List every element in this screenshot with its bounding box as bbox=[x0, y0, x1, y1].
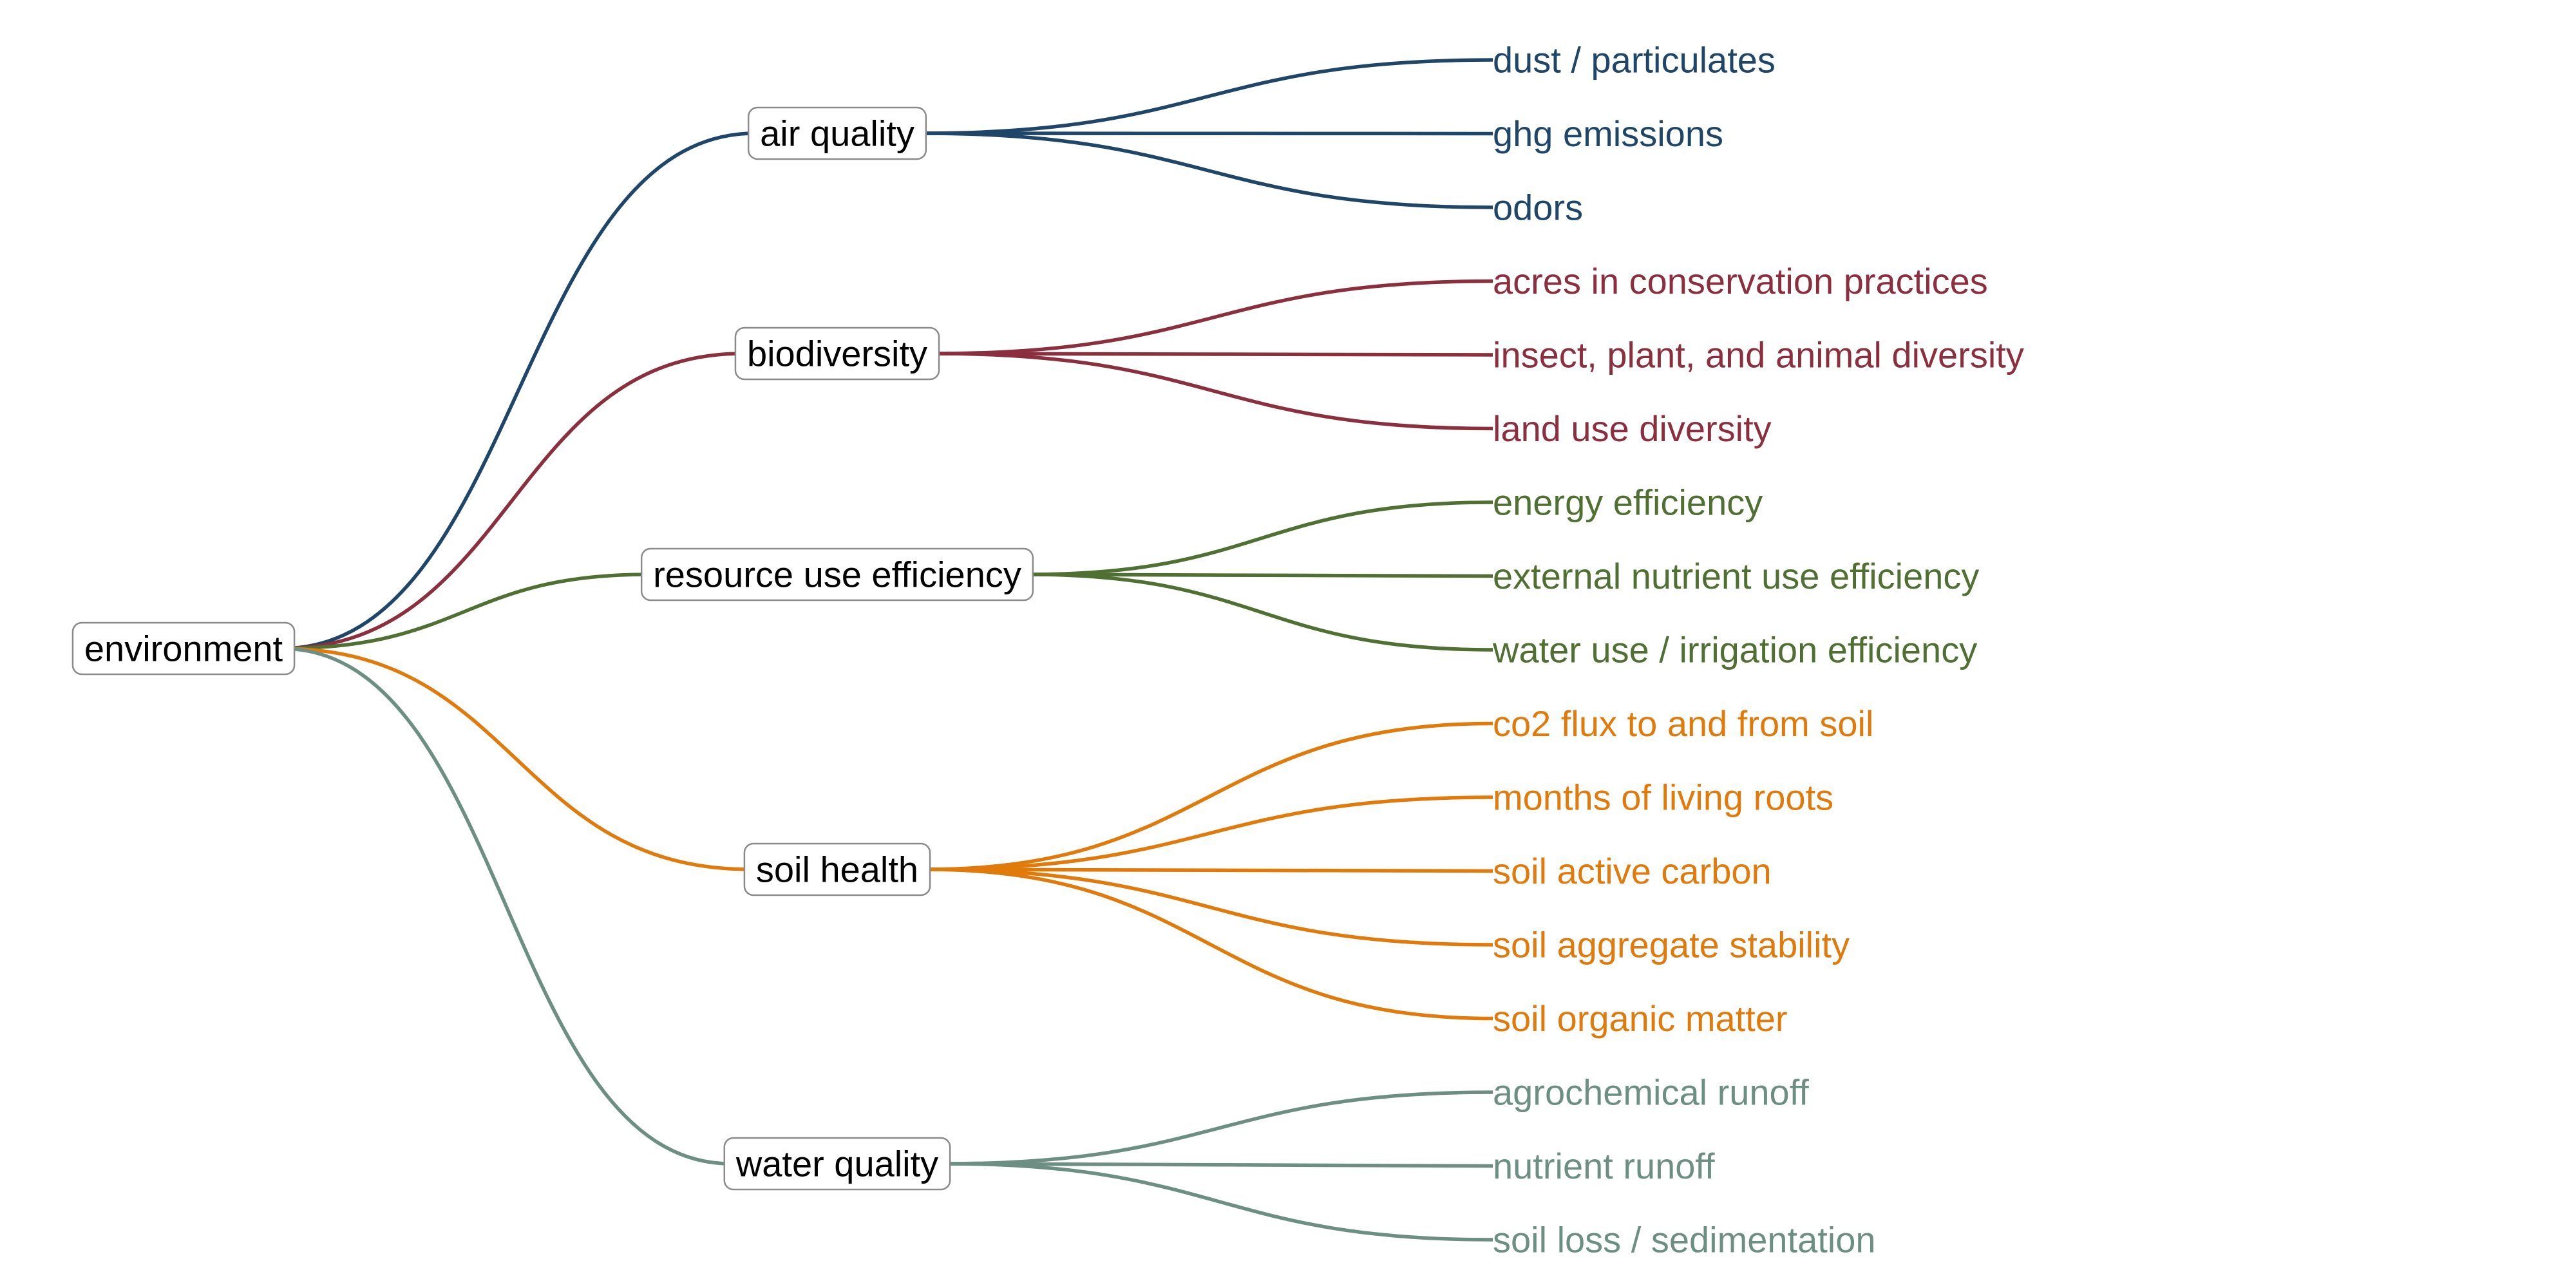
branch-root-to-air-quality bbox=[281, 131, 755, 650]
category-node-biodiversity-label: biodiversity bbox=[747, 334, 927, 374]
category-node-soil-health: soil health bbox=[743, 842, 931, 896]
category-node-resource-use-efficiency-label: resource use efficiency bbox=[653, 554, 1021, 595]
leaf-label-soil-organic-matter: soil organic matter bbox=[1493, 998, 1788, 1039]
branch-to-agrochemical-runoff bbox=[946, 1090, 1493, 1166]
branch-root-to-water-quality bbox=[281, 647, 731, 1166]
category-node-water-quality-box bbox=[723, 1137, 951, 1191]
branch-to-land-use-diversity bbox=[935, 352, 1493, 431]
branch-to-acres-in-conservation-practices bbox=[935, 279, 1493, 355]
branch-to-dust-particulates bbox=[922, 58, 1493, 135]
root-node-label: environment bbox=[84, 629, 283, 669]
category-node-water-quality: water quality bbox=[723, 1137, 951, 1191]
leaf-labels: dust / particulates ghg emissions odors acr… bbox=[1492, 40, 2024, 1260]
leaf-label-soil-aggregate-stability: soil aggregate stability bbox=[1493, 925, 1850, 965]
branch-to-odors bbox=[922, 131, 1493, 209]
branch-to-ghg-emissions bbox=[922, 131, 1493, 136]
leaf-label-dust-particulates: dust / particulates bbox=[1493, 40, 1776, 80]
branch-to-months-of-living-roots bbox=[926, 795, 1493, 871]
leaf-label-insect-plant-and-animal-diversity: insect, plant, and animal diversity bbox=[1493, 335, 2024, 375]
category-node-resource-use-efficiency-box bbox=[640, 547, 1034, 601]
category-node-soil-health-box bbox=[743, 842, 931, 896]
branch-to-insect-plant-and-animal-diversity bbox=[935, 352, 1493, 357]
leaf-label-odors: odors bbox=[1493, 187, 1583, 228]
leaf-label-acres-in-conservation-practices: acres in conservation practices bbox=[1493, 261, 1988, 301]
leaf-label-water-use-irrigation-efficiency: water use / irrigation efficiency bbox=[1492, 630, 1977, 670]
branch-to-soil-active-carbon bbox=[926, 867, 1493, 873]
leaf-label-co2-flux-to-and-from-soil: co2 flux to and from soil bbox=[1493, 703, 1873, 744]
branch-to-external-nutrient-use-efficiency bbox=[1028, 573, 1493, 578]
leaf-label-external-nutrient-use-efficiency: external nutrient use efficiency bbox=[1493, 556, 1979, 596]
branch-to-nutrient-runoff bbox=[946, 1162, 1493, 1168]
branch-to-water-use-irrigation-efficiency bbox=[1028, 573, 1493, 652]
branch-to-energy-efficiency bbox=[1028, 500, 1493, 576]
category-node-water-quality-label: water quality bbox=[735, 1144, 938, 1184]
branch-to-soil-aggregate-stability bbox=[926, 867, 1493, 947]
leaf-label-soil-loss-sedimentation: soil loss / sedimentation bbox=[1493, 1220, 1876, 1260]
category-node-biodiversity-box bbox=[734, 327, 940, 381]
category-node-air-quality: air quality bbox=[747, 106, 927, 160]
branch-root-to-resource-use-efficiency bbox=[281, 573, 649, 650]
leaf-label-ghg-emissions: ghg emissions bbox=[1493, 113, 1723, 154]
category-node-air-quality-box bbox=[747, 106, 927, 160]
category-node-soil-health-label: soil health bbox=[756, 849, 918, 890]
category-nodes: environment air quality biodiversity resour… bbox=[71, 106, 1034, 1191]
leaf-label-soil-active-carbon: soil active carbon bbox=[1493, 851, 1772, 891]
branch-root-to-soil-health bbox=[281, 647, 751, 871]
leaf-label-months-of-living-roots: months of living roots bbox=[1493, 777, 1833, 818]
category-node-air-quality-label: air quality bbox=[760, 113, 914, 154]
category-node-resource-use-efficiency: resource use efficiency bbox=[640, 547, 1034, 601]
branch-to-soil-loss-sedimentation bbox=[946, 1162, 1493, 1242]
branch-lines bbox=[281, 58, 1493, 1242]
root-node: environment bbox=[71, 621, 296, 676]
branch-to-co2-flux-to-and-from-soil bbox=[926, 721, 1493, 871]
leaf-label-energy-efficiency: energy efficiency bbox=[1493, 482, 1763, 523]
branch-to-soil-organic-matter bbox=[926, 867, 1493, 1021]
leaf-label-agrochemical-runoff: agrochemical runoff bbox=[1493, 1072, 1809, 1113]
leaf-label-nutrient-runoff: nutrient runoff bbox=[1493, 1146, 1715, 1186]
leaf-label-land-use-diversity: land use diversity bbox=[1493, 408, 1772, 449]
root-node-box bbox=[71, 621, 296, 676]
branch-root-to-biodiversity bbox=[281, 352, 742, 650]
category-node-biodiversity: biodiversity bbox=[734, 327, 940, 381]
